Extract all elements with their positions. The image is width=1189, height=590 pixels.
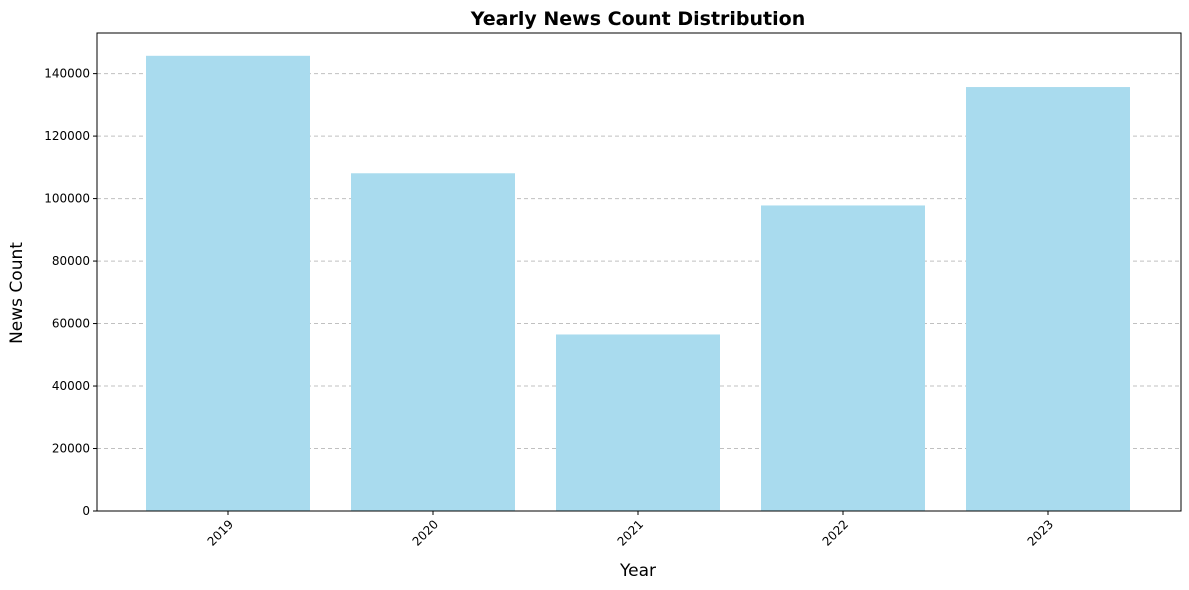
x-tick-label: 2020 <box>410 517 441 548</box>
x-tick-label: 2023 <box>1025 517 1056 548</box>
y-axis-label: News Count <box>7 242 27 344</box>
x-axis-label: Year <box>619 561 656 581</box>
bar-2022 <box>761 205 925 511</box>
y-tick-label: 60000 <box>52 317 90 331</box>
chart-title: Yearly News Count Distribution <box>470 8 805 30</box>
x-tick-label: 2019 <box>205 517 236 548</box>
bar-2021 <box>556 334 720 511</box>
y-axis: 0 20000 40000 60000 80000 100000 120000 140000 <box>44 67 97 518</box>
bar-2020 <box>351 173 515 511</box>
y-tick-label: 100000 <box>44 192 90 206</box>
y-tick-label: 20000 <box>52 442 90 456</box>
x-axis: 2019 2020 2021 2022 2023 <box>205 511 1056 549</box>
y-tick-label: 120000 <box>44 129 90 143</box>
y-tick-label: 80000 <box>52 254 90 268</box>
bars <box>146 55 1130 511</box>
y-tick-label: 140000 <box>44 67 90 81</box>
bar-2019 <box>146 55 310 511</box>
bar-2023 <box>966 87 1130 511</box>
plot-frame <box>96 32 1182 512</box>
y-tick-label: 0 <box>82 504 90 518</box>
x-tick-label: 2021 <box>615 517 646 548</box>
x-tick-label: 2022 <box>820 517 851 548</box>
y-tick-label: 40000 <box>52 379 90 393</box>
